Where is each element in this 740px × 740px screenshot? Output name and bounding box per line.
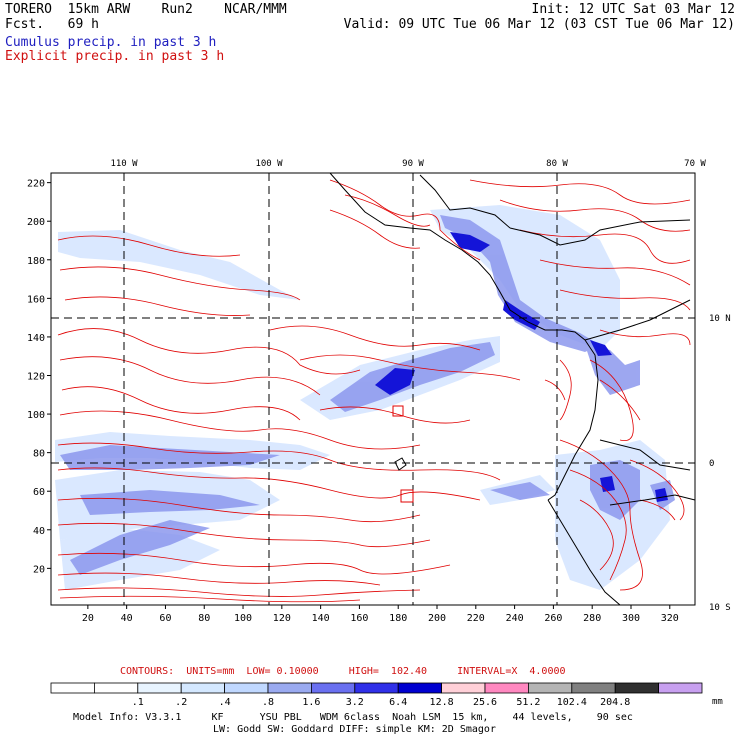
lat-lon-grid [51,173,695,605]
x-tick-label: 40 [121,613,133,624]
y-tick-label: 20 [33,564,45,575]
y-tick-label: 140 [27,333,45,344]
colorbar-swatch [397,682,443,694]
colorbar-label: 51.2 [516,697,540,708]
contours-info: CONTOURS: UNITS=mm LOW= 0.10000 HIGH= 10… [120,666,566,677]
colorbar-label: .1 [132,697,144,708]
coastlines [329,172,696,606]
colorbar-swatch [180,682,225,694]
x-tick-label: 240 [506,613,524,624]
colorbar-label: 12.8 [430,697,454,708]
x-tick-label: 180 [389,613,407,624]
colorbar-swatch [94,682,139,694]
colorbar-label: 1.6 [302,697,320,708]
longitude-labels: 110 W 100 W 90 W 80 W 70 W [110,159,706,169]
y-tick-label: 200 [27,217,45,228]
station-boxes [392,405,414,503]
colorbar-swatch [267,682,312,694]
x-tick-label: 60 [159,613,171,624]
colorbar-swatch [310,682,356,694]
colorbar-swatch [224,682,269,694]
colorbar-swatch [137,682,182,694]
lon-label: 90 W [402,159,424,169]
y-tick-label: 40 [33,526,45,537]
x-tick-label: 140 [312,613,330,624]
colorbar-label: 25.6 [473,697,497,708]
colorbar-label: .8 [262,697,274,708]
colorbar-label: 204.8 [600,697,630,708]
lon-label: 70 W [684,159,706,169]
x-tick-label: 260 [544,613,562,624]
y-tick-label: 80 [33,449,45,460]
colorbar-label: 3.2 [346,697,364,708]
colorbar-swatch [614,682,660,694]
x-tick-label: 200 [428,613,446,624]
y-tick-label: 220 [27,179,45,190]
x-tick-label: 100 [234,613,252,624]
lon-label: 110 W [110,159,138,169]
colorbar-label: 6.4 [389,697,407,708]
colorbar-label: 102.4 [557,697,587,708]
y-tick-label: 60 [33,487,45,498]
x-tick-label: 80 [198,613,210,624]
latitude-labels: 10 N 0 10 S [709,314,731,613]
y-axis-ticks: 20 40 60 80 100 120 140 160 180 200 220 [27,179,51,575]
colorbar-swatch [658,682,703,694]
colorbar-unit: mm [712,697,723,707]
colorbar-swatch [441,682,486,694]
explicit-precip-contours [57,179,691,603]
physics-info: LW: Godd SW: Goddard DIFF: simple KM: 2D… [213,724,496,735]
x-tick-label: 300 [622,613,640,624]
lat-label: 0 [709,459,714,469]
y-tick-label: 120 [27,372,45,383]
model-title: TORERO 15km ARW Run2 NCAR/MMM [5,2,287,17]
colorbar-swatch [484,682,529,694]
init-time: Init: 12 UTC Sat 03 Mar 12 [531,2,736,17]
colorbar-swatch [571,682,616,694]
colorbar-label: .4 [219,697,231,708]
colorbar-swatch [50,682,95,694]
lon-label: 80 W [546,159,568,169]
y-tick-label: 100 [27,410,45,421]
lat-label: 10 N [709,314,731,324]
colorbar: .1.2.4.8 1.6 3.2 6.4 12.8 25.6 51.2 102.4 204.8 … [50,682,723,708]
x-tick-label: 320 [661,613,679,624]
field-label-cumulus: Cumulus precip. in past 3 h [5,35,217,50]
x-axis-ticks: 20 40 60 80 100 120 140 160 180 200 220 240 260 280 30… [82,605,679,624]
lon-label: 100 W [255,159,283,169]
model-info: Model Info: V3.3.1 KF YSU PBL WDM 6class… [73,712,633,723]
x-tick-label: 280 [583,613,601,624]
x-tick-label: 160 [350,613,368,624]
valid-time: Valid: 09 UTC Tue 06 Mar 12 (03 CST Tue … [343,17,735,32]
colorbar-label: .2 [175,697,187,708]
field-label-explicit: Explicit precip. in past 3 h [5,49,225,64]
y-tick-label: 180 [27,256,45,267]
y-tick-label: 160 [27,294,45,305]
x-tick-label: 120 [273,613,291,624]
colorbar-swatch [354,682,399,694]
colorbar-swatch [528,682,573,694]
forecast-hour: Fcst. 69 h [5,17,99,32]
x-tick-label: 20 [82,613,94,624]
x-tick-label: 220 [467,613,485,624]
lat-label: 10 S [709,603,731,613]
